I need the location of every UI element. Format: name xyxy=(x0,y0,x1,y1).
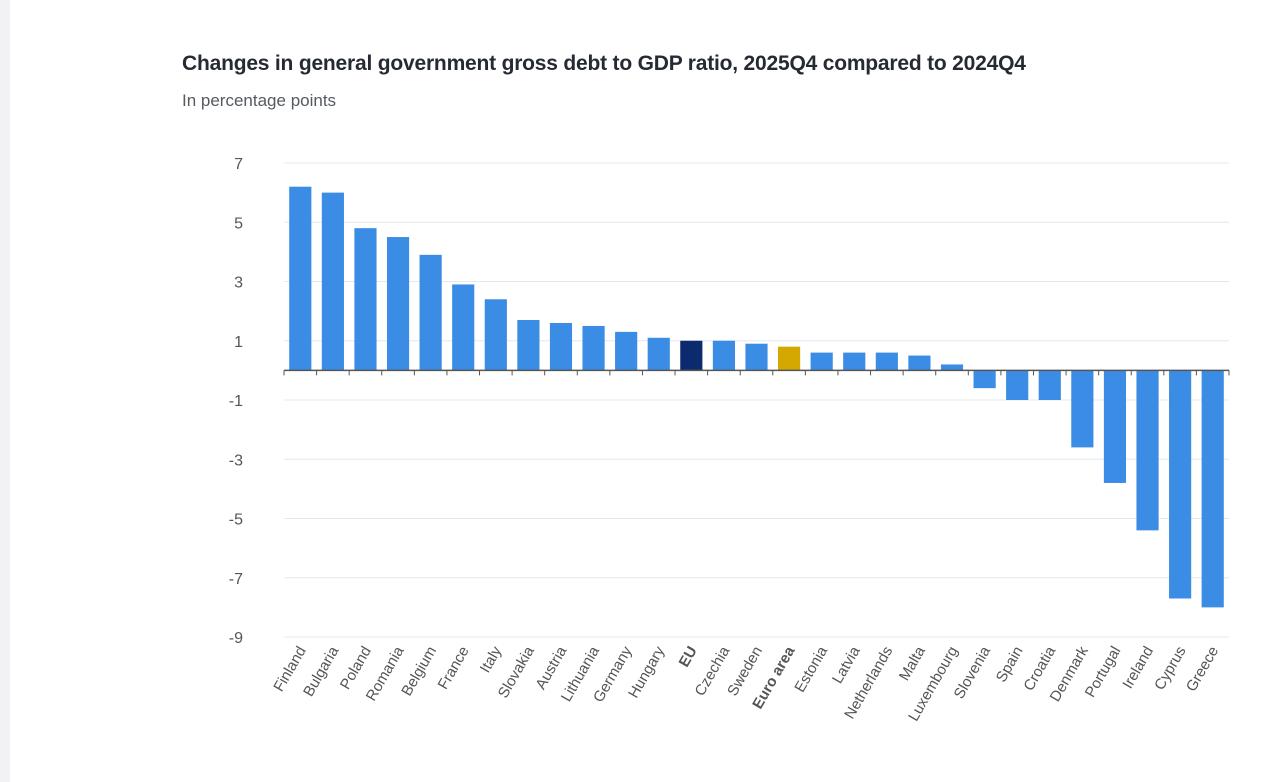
x-category-label: Latvia xyxy=(829,643,864,687)
bar xyxy=(582,325,605,371)
bar xyxy=(517,320,540,371)
bar xyxy=(1038,370,1061,400)
bar xyxy=(289,186,312,371)
y-tick-label: -7 xyxy=(229,571,243,588)
chart-subtitle: In percentage points xyxy=(182,91,337,110)
bar xyxy=(810,352,833,371)
bar xyxy=(908,355,931,371)
bar xyxy=(452,284,475,371)
chart-title: Changes in general government gross debt… xyxy=(182,52,1026,75)
x-category-label: EU xyxy=(676,644,701,671)
bar xyxy=(615,331,638,371)
bar xyxy=(1071,370,1094,448)
bar xyxy=(1006,370,1029,400)
x-category-label: France xyxy=(435,644,473,693)
bar xyxy=(843,352,866,371)
y-tick-label: 1 xyxy=(234,334,243,351)
bar xyxy=(940,364,964,371)
bar xyxy=(680,340,703,371)
x-category-label: Estonia xyxy=(791,643,831,695)
bar xyxy=(1169,370,1192,599)
bar xyxy=(386,237,410,371)
x-category-label: Greece xyxy=(1183,644,1222,695)
bar xyxy=(647,337,670,371)
x-category-label: Italy xyxy=(477,643,506,676)
bar xyxy=(419,254,442,371)
bar xyxy=(1201,370,1224,608)
y-tick-label: 3 xyxy=(234,275,243,292)
y-tick-label: 7 xyxy=(234,156,243,173)
bar xyxy=(875,352,898,371)
bar xyxy=(1136,370,1159,531)
bar xyxy=(745,343,768,371)
bar xyxy=(549,322,573,371)
bar xyxy=(354,228,377,371)
bar xyxy=(484,299,507,371)
y-tick-label: -5 xyxy=(229,512,243,529)
x-category-label: Spain xyxy=(993,644,1027,686)
bar xyxy=(321,192,344,371)
y-tick-label: -1 xyxy=(229,393,243,410)
bar xyxy=(973,370,996,389)
x-category-label: Malta xyxy=(896,643,929,684)
y-tick-label: -3 xyxy=(229,452,243,469)
bar xyxy=(778,346,801,371)
bar xyxy=(1103,370,1127,483)
y-tick-label: -9 xyxy=(229,630,243,647)
y-tick-label: 5 xyxy=(234,215,243,232)
bar xyxy=(712,340,735,371)
